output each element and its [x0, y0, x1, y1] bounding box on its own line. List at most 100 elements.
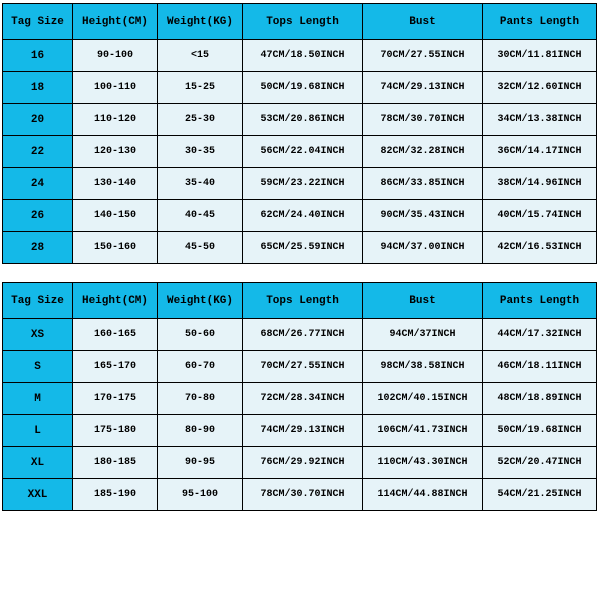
cell-weight: 45-50: [158, 232, 243, 264]
cell-bust: 94CM/37INCH: [363, 319, 483, 351]
cell-height: 180-185: [73, 447, 158, 479]
cell-weight: 95-100: [158, 479, 243, 511]
col-tag-size: Tag Size: [3, 4, 73, 40]
cell-tops: 47CM/18.50INCH: [243, 40, 363, 72]
cell-bust: 110CM/43.30INCH: [363, 447, 483, 479]
table-row: 26 140-150 40-45 62CM/24.40INCH 90CM/35.…: [3, 200, 597, 232]
cell-tag-size: 20: [3, 104, 73, 136]
cell-pants: 30CM/11.81INCH: [483, 40, 597, 72]
cell-tops: 72CM/28.34INCH: [243, 383, 363, 415]
size-table-adults: Tag Size Height(CM) Weight(KG) Tops Leng…: [2, 282, 597, 511]
cell-tag-size: 22: [3, 136, 73, 168]
cell-weight: 15-25: [158, 72, 243, 104]
cell-tops: 56CM/22.04INCH: [243, 136, 363, 168]
cell-tops: 78CM/30.70INCH: [243, 479, 363, 511]
cell-bust: 82CM/32.28INCH: [363, 136, 483, 168]
cell-weight: <15: [158, 40, 243, 72]
cell-weight: 80-90: [158, 415, 243, 447]
col-tops-length: Tops Length: [243, 283, 363, 319]
col-height: Height(CM): [73, 4, 158, 40]
table-row: 24 130-140 35-40 59CM/23.22INCH 86CM/33.…: [3, 168, 597, 200]
cell-height: 160-165: [73, 319, 158, 351]
cell-pants: 50CM/19.68INCH: [483, 415, 597, 447]
table-header-row: Tag Size Height(CM) Weight(KG) Tops Leng…: [3, 4, 597, 40]
table-row: XL 180-185 90-95 76CM/29.92INCH 110CM/43…: [3, 447, 597, 479]
cell-bust: 106CM/41.73INCH: [363, 415, 483, 447]
cell-pants: 36CM/14.17INCH: [483, 136, 597, 168]
cell-tag-size: 26: [3, 200, 73, 232]
cell-tops: 53CM/20.86INCH: [243, 104, 363, 136]
col-tops-length: Tops Length: [243, 4, 363, 40]
table-row: XS 160-165 50-60 68CM/26.77INCH 94CM/37I…: [3, 319, 597, 351]
cell-bust: 94CM/37.00INCH: [363, 232, 483, 264]
cell-tops: 62CM/24.40INCH: [243, 200, 363, 232]
cell-height: 175-180: [73, 415, 158, 447]
col-weight: Weight(KG): [158, 283, 243, 319]
cell-tag-size: 28: [3, 232, 73, 264]
cell-tops: 74CM/29.13INCH: [243, 415, 363, 447]
cell-tag-size: S: [3, 351, 73, 383]
table-row: 20 110-120 25-30 53CM/20.86INCH 78CM/30.…: [3, 104, 597, 136]
col-pants-length: Pants Length: [483, 4, 597, 40]
cell-tag-size: L: [3, 415, 73, 447]
cell-tops: 59CM/23.22INCH: [243, 168, 363, 200]
cell-height: 130-140: [73, 168, 158, 200]
cell-pants: 32CM/12.60INCH: [483, 72, 597, 104]
cell-weight: 35-40: [158, 168, 243, 200]
page-container: Tag Size Height(CM) Weight(KG) Tops Leng…: [0, 0, 600, 600]
cell-height: 120-130: [73, 136, 158, 168]
cell-bust: 114CM/44.88INCH: [363, 479, 483, 511]
cell-height: 170-175: [73, 383, 158, 415]
cell-pants: 38CM/14.96INCH: [483, 168, 597, 200]
cell-height: 110-120: [73, 104, 158, 136]
cell-weight: 25-30: [158, 104, 243, 136]
cell-bust: 70CM/27.55INCH: [363, 40, 483, 72]
cell-weight: 50-60: [158, 319, 243, 351]
col-tag-size: Tag Size: [3, 283, 73, 319]
cell-bust: 78CM/30.70INCH: [363, 104, 483, 136]
table-row: 16 90-100 <15 47CM/18.50INCH 70CM/27.55I…: [3, 40, 597, 72]
cell-pants: 40CM/15.74INCH: [483, 200, 597, 232]
table-row: XXL 185-190 95-100 78CM/30.70INCH 114CM/…: [3, 479, 597, 511]
col-bust: Bust: [363, 283, 483, 319]
cell-pants: 44CM/17.32INCH: [483, 319, 597, 351]
cell-height: 90-100: [73, 40, 158, 72]
table-row: S 165-170 60-70 70CM/27.55INCH 98CM/38.5…: [3, 351, 597, 383]
cell-tops: 70CM/27.55INCH: [243, 351, 363, 383]
cell-weight: 30-35: [158, 136, 243, 168]
cell-tops: 76CM/29.92INCH: [243, 447, 363, 479]
col-weight: Weight(KG): [158, 4, 243, 40]
col-bust: Bust: [363, 4, 483, 40]
cell-bust: 90CM/35.43INCH: [363, 200, 483, 232]
cell-weight: 70-80: [158, 383, 243, 415]
table-row: 28 150-160 45-50 65CM/25.59INCH 94CM/37.…: [3, 232, 597, 264]
cell-weight: 60-70: [158, 351, 243, 383]
cell-height: 140-150: [73, 200, 158, 232]
cell-tag-size: XL: [3, 447, 73, 479]
cell-tag-size: M: [3, 383, 73, 415]
col-height: Height(CM): [73, 283, 158, 319]
cell-bust: 102CM/40.15INCH: [363, 383, 483, 415]
cell-tag-size: XXL: [3, 479, 73, 511]
table-row: 22 120-130 30-35 56CM/22.04INCH 82CM/32.…: [3, 136, 597, 168]
table-row: L 175-180 80-90 74CM/29.13INCH 106CM/41.…: [3, 415, 597, 447]
table-header-row: Tag Size Height(CM) Weight(KG) Tops Leng…: [3, 283, 597, 319]
cell-tops: 50CM/19.68INCH: [243, 72, 363, 104]
cell-bust: 86CM/33.85INCH: [363, 168, 483, 200]
table-row: 18 100-110 15-25 50CM/19.68INCH 74CM/29.…: [3, 72, 597, 104]
cell-tag-size: 18: [3, 72, 73, 104]
cell-weight: 40-45: [158, 200, 243, 232]
cell-bust: 98CM/38.58INCH: [363, 351, 483, 383]
cell-pants: 48CM/18.89INCH: [483, 383, 597, 415]
cell-pants: 54CM/21.25INCH: [483, 479, 597, 511]
cell-tops: 68CM/26.77INCH: [243, 319, 363, 351]
size-table-kids: Tag Size Height(CM) Weight(KG) Tops Leng…: [2, 3, 597, 264]
cell-pants: 52CM/20.47INCH: [483, 447, 597, 479]
cell-weight: 90-95: [158, 447, 243, 479]
cell-tag-size: 24: [3, 168, 73, 200]
cell-pants: 42CM/16.53INCH: [483, 232, 597, 264]
cell-pants: 46CM/18.11INCH: [483, 351, 597, 383]
cell-height: 185-190: [73, 479, 158, 511]
col-pants-length: Pants Length: [483, 283, 597, 319]
cell-tops: 65CM/25.59INCH: [243, 232, 363, 264]
